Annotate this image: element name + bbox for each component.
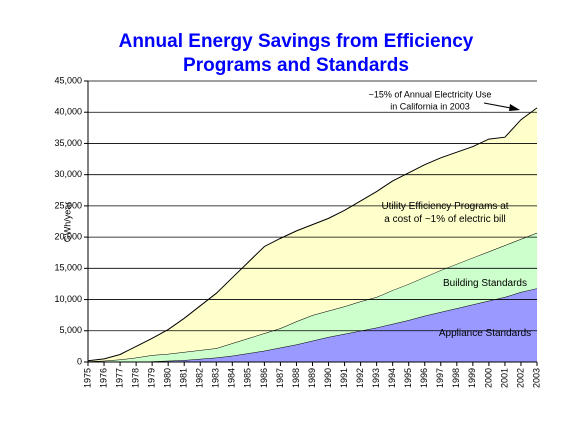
area	[88, 232, 537, 362]
y-tick-label: 10,000	[54, 294, 82, 304]
annotation: ~15% of Annual Electricity Use	[369, 89, 492, 99]
x-tick-label: 1993	[371, 368, 381, 388]
x-tick-label: 1977	[114, 368, 124, 388]
y-tick-label: 40,000	[54, 107, 82, 117]
x-tick-label: 1983	[211, 368, 221, 388]
x-tick-label: 1979	[147, 368, 157, 388]
x-tick-label: 1994	[387, 368, 397, 388]
x-tick-label: 1998	[451, 368, 461, 388]
x-tick-label: 1981	[179, 368, 189, 388]
x-tick-label: 1999	[467, 368, 477, 388]
x-tick-label: 1992	[355, 368, 365, 388]
y-tick-label: 0	[77, 356, 82, 366]
x-tick-label: 1995	[403, 368, 413, 388]
x-tick-label: 1985	[243, 368, 253, 388]
x-tick-label: 1987	[275, 368, 285, 388]
annotation: in California in 2003	[390, 101, 470, 111]
x-tick-label: 1980	[163, 368, 173, 388]
x-tick-label: 1991	[339, 368, 349, 388]
y-tick-label: 45,000	[54, 75, 82, 85]
series-label: Building Standards	[443, 278, 527, 289]
chart-title: Programs and Standards	[183, 55, 409, 76]
x-tick-label: 1997	[435, 368, 445, 388]
y-tick-label: 30,000	[54, 169, 82, 179]
x-tick-label: 1988	[291, 368, 301, 388]
x-tick-label: 2002	[515, 368, 525, 388]
x-tick-label: 2001	[499, 368, 509, 388]
x-tick-label: 2000	[483, 368, 493, 388]
x-tick-label: 1982	[195, 368, 205, 388]
y-tick-label: 5,000	[59, 325, 82, 335]
area-edge	[87, 107, 538, 362]
x-tick-label: 1996	[419, 368, 429, 388]
x-tick-label: 1986	[259, 368, 269, 388]
x-tick-label: 2003	[531, 368, 541, 388]
y-tick-label: 20,000	[54, 231, 82, 241]
series-label-text: Utility Efficiency Programs at a cost of…	[381, 201, 509, 225]
chart-title: Annual Energy Savings from Efficiency	[119, 31, 474, 52]
y-tick-label: 35,000	[54, 138, 82, 148]
series-label-text: Building Standards	[443, 278, 527, 289]
x-tick-label: 1976	[98, 368, 108, 388]
series-label-text: Appliance Standards	[438, 328, 532, 339]
annotation-arrowhead	[509, 104, 520, 111]
x-tick-label: 1975	[82, 368, 92, 388]
area	[88, 107, 537, 362]
x-tick-label: 1990	[323, 368, 333, 388]
y-tick-label: 25,000	[54, 200, 82, 210]
area	[88, 288, 537, 362]
x-tick-label: 1978	[130, 368, 140, 388]
x-tick-label: 1989	[307, 368, 317, 388]
y-axis-label: GWh/year	[62, 202, 72, 243]
area-edge	[88, 287, 538, 363]
x-tick-label: 1984	[227, 368, 237, 388]
series-label: Utility Efficiency Programs at a cost of…	[381, 201, 509, 225]
series-label: Appliance Standards	[438, 328, 532, 339]
y-tick-label: 15,000	[54, 263, 82, 273]
